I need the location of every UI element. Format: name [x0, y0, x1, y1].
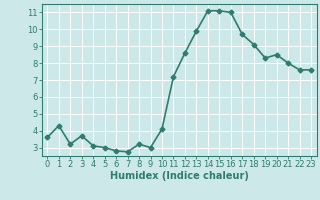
X-axis label: Humidex (Indice chaleur): Humidex (Indice chaleur)	[110, 171, 249, 181]
